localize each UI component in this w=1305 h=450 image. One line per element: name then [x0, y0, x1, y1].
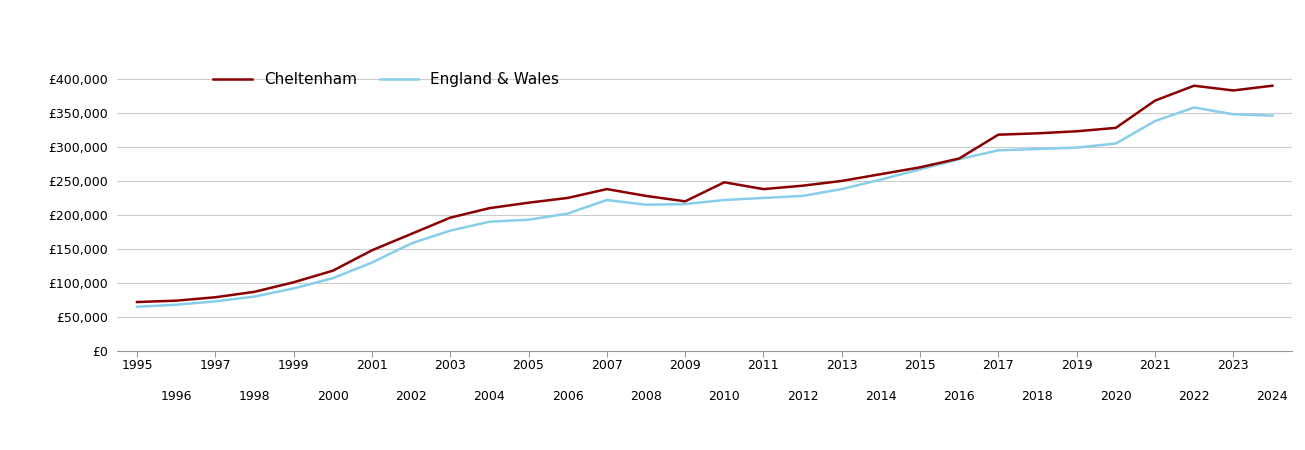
England & Wales: [990, 148, 1006, 153]
Cheltenham: [482, 206, 497, 211]
Cheltenham: [990, 132, 1006, 137]
England & Wales: [599, 197, 615, 202]
Cheltenham: [951, 156, 967, 161]
Cheltenham: [599, 186, 615, 192]
Cheltenham: [168, 298, 184, 303]
England & Wales: [1147, 118, 1163, 124]
England & Wales: [834, 186, 850, 192]
England & Wales: [364, 260, 380, 265]
Text: 2010: 2010: [709, 390, 740, 403]
England & Wales: [716, 197, 732, 202]
Text: 1996: 1996: [161, 390, 192, 403]
Text: 2002: 2002: [395, 390, 427, 403]
England & Wales: [129, 304, 145, 310]
England & Wales: [403, 241, 419, 246]
Cheltenham: [364, 248, 380, 253]
Line: Cheltenham: Cheltenham: [137, 86, 1272, 302]
England & Wales: [638, 202, 654, 207]
England & Wales: [207, 299, 223, 304]
England & Wales: [1069, 145, 1084, 150]
England & Wales: [912, 166, 928, 172]
Text: 2012: 2012: [787, 390, 818, 403]
Cheltenham: [403, 231, 419, 237]
Text: 2020: 2020: [1100, 390, 1131, 403]
Text: 1998: 1998: [239, 390, 270, 403]
England & Wales: [1265, 113, 1280, 118]
Text: 2016: 2016: [944, 390, 975, 403]
Cheltenham: [1225, 88, 1241, 93]
England & Wales: [168, 302, 184, 307]
England & Wales: [482, 219, 497, 225]
Text: 2024: 2024: [1257, 390, 1288, 403]
Cheltenham: [1069, 129, 1084, 134]
Cheltenham: [1147, 98, 1163, 104]
Cheltenham: [795, 183, 810, 189]
Text: 2000: 2000: [317, 390, 348, 403]
Cheltenham: [1265, 83, 1280, 88]
Cheltenham: [442, 215, 458, 220]
England & Wales: [1225, 112, 1241, 117]
Text: 2014: 2014: [865, 390, 897, 403]
Cheltenham: [207, 295, 223, 300]
Cheltenham: [521, 200, 536, 205]
Legend: Cheltenham, England & Wales: Cheltenham, England & Wales: [207, 66, 565, 93]
Cheltenham: [756, 186, 771, 192]
England & Wales: [756, 195, 771, 201]
Text: 2004: 2004: [474, 390, 505, 403]
England & Wales: [560, 211, 576, 216]
England & Wales: [247, 294, 262, 299]
Text: 2018: 2018: [1022, 390, 1053, 403]
England & Wales: [677, 201, 693, 207]
Line: England & Wales: England & Wales: [137, 108, 1272, 307]
England & Wales: [1186, 105, 1202, 110]
England & Wales: [873, 177, 889, 182]
Text: 2006: 2006: [552, 390, 583, 403]
Cheltenham: [1186, 83, 1202, 88]
Cheltenham: [912, 165, 928, 170]
England & Wales: [795, 193, 810, 198]
Cheltenham: [638, 193, 654, 198]
Cheltenham: [247, 289, 262, 294]
Cheltenham: [677, 198, 693, 204]
Cheltenham: [873, 171, 889, 177]
England & Wales: [286, 286, 301, 291]
Cheltenham: [286, 279, 301, 285]
Cheltenham: [325, 268, 341, 274]
Text: 2008: 2008: [630, 390, 662, 403]
England & Wales: [442, 228, 458, 233]
Cheltenham: [560, 195, 576, 201]
Cheltenham: [716, 180, 732, 185]
England & Wales: [951, 157, 967, 162]
England & Wales: [1108, 141, 1124, 146]
Cheltenham: [1108, 125, 1124, 130]
England & Wales: [1030, 146, 1045, 152]
England & Wales: [521, 217, 536, 222]
Text: 2022: 2022: [1178, 390, 1210, 403]
England & Wales: [325, 275, 341, 281]
Cheltenham: [129, 299, 145, 305]
Cheltenham: [1030, 130, 1045, 136]
Cheltenham: [834, 178, 850, 184]
